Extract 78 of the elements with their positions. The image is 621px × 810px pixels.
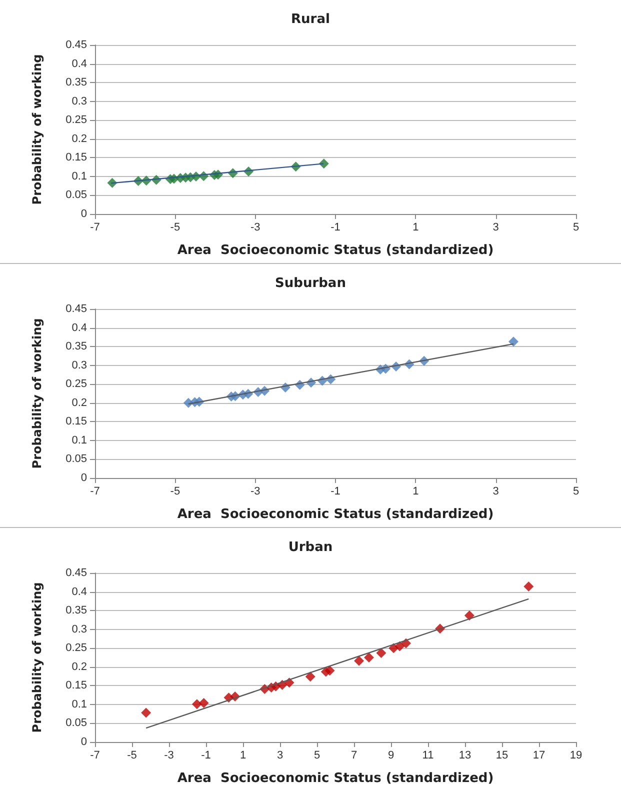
y-tick-label: 0.35: [66, 340, 87, 353]
x-axis-title: Area Socioeconomic Status (standardized): [177, 771, 494, 786]
y-tick-label: 0.2: [72, 396, 87, 409]
x-tick-label: 17: [532, 750, 546, 762]
y-tick-label: 0.2: [72, 132, 87, 145]
y-tick-label: 0.45: [66, 567, 87, 579]
x-tick-label: -5: [127, 750, 137, 762]
y-tick-label: 0.4: [72, 586, 87, 598]
point: [508, 336, 518, 347]
y-tick-label: 0.35: [66, 604, 87, 617]
y-tick-label: 0.15: [66, 416, 87, 428]
x-tick-label: 13: [458, 750, 472, 762]
x-tick-label: 7: [350, 750, 358, 762]
x-tick-label: 9: [388, 750, 394, 762]
y-tick-label: 0.1: [72, 434, 87, 446]
x-tick-label: -7: [90, 750, 100, 762]
x-tick-label: 19: [570, 750, 582, 762]
point: [464, 610, 474, 620]
y-tick-label: 0.3: [72, 359, 87, 372]
x-tick-label: 15: [496, 750, 508, 762]
y-axis-title: Probability of working: [30, 54, 44, 205]
chart-title: Suburban: [275, 276, 346, 291]
x-tick-label: -5: [170, 222, 180, 234]
point: [198, 698, 209, 708]
y-tick-label: 0.15: [66, 152, 87, 164]
y-tick-label: 0.05: [66, 453, 87, 466]
y-tick-label: 0.25: [66, 642, 87, 654]
point: [305, 672, 316, 682]
x-tick-label: -3: [250, 486, 260, 498]
point: [364, 652, 374, 662]
y-axis-title: Probability of working: [30, 318, 44, 469]
x-tick-label: -1: [201, 750, 211, 762]
x-tick-label: 5: [572, 486, 580, 498]
y-tick-label: 0.25: [66, 114, 87, 126]
y-tick-label: 0.45: [66, 39, 87, 51]
y-tick-label: 0.2: [72, 660, 87, 673]
point: [141, 708, 152, 718]
y-tick-label: 0.3: [72, 95, 87, 108]
y-tick-label: 0.1: [72, 698, 87, 710]
x-tick-label: 1: [412, 222, 419, 234]
x-tick-label: 5: [314, 750, 320, 762]
point: [524, 582, 534, 592]
y-tick-label: 0.4: [72, 58, 87, 70]
x-tick-label: -1: [330, 486, 340, 498]
point: [192, 699, 202, 710]
x-tick-label: 11: [422, 750, 434, 762]
point: [324, 666, 335, 676]
x-tick-label: 1: [412, 486, 419, 498]
x-tick-label: -7: [90, 222, 100, 234]
point: [354, 656, 364, 666]
x-axis-title: Area Socioeconomic Status (standardized): [177, 507, 494, 522]
x-tick-label: 3: [276, 750, 284, 762]
x-tick-label: -1: [330, 222, 340, 234]
y-tick-label: 0.4: [72, 322, 87, 334]
y-tick-label: 0.35: [66, 76, 87, 89]
chart-title: Urban: [288, 540, 333, 555]
x-tick-label: 3: [492, 486, 499, 498]
y-tick-label: 0.05: [66, 189, 87, 202]
x-tick-label: -3: [250, 222, 260, 234]
y-tick-label: 0.15: [66, 680, 87, 692]
x-tick-label: -3: [164, 750, 174, 762]
y-tick-label: 0.45: [66, 303, 87, 315]
x-tick-label: 1: [240, 750, 246, 762]
y-axis-title: Probability of working: [30, 582, 44, 733]
y-tick-label: 0.1: [72, 170, 87, 182]
x-tick-label: 5: [572, 222, 580, 234]
x-tick-label: -7: [90, 486, 100, 498]
point: [376, 648, 386, 658]
y-tick-label: 0.25: [66, 378, 87, 390]
y-tick-label: 0.3: [72, 623, 87, 636]
y-tick-label: 0: [80, 736, 87, 748]
y-tick-label: 0.05: [66, 717, 87, 730]
x-tick-label: 3: [492, 222, 499, 234]
y-tick-label: 0: [80, 472, 87, 484]
x-tick-label: -5: [170, 486, 180, 498]
y-tick-label: 0: [80, 208, 87, 220]
x-axis-title: Area Socioeconomic Status (standardized): [177, 243, 494, 258]
chart-title: Rural: [291, 12, 330, 27]
